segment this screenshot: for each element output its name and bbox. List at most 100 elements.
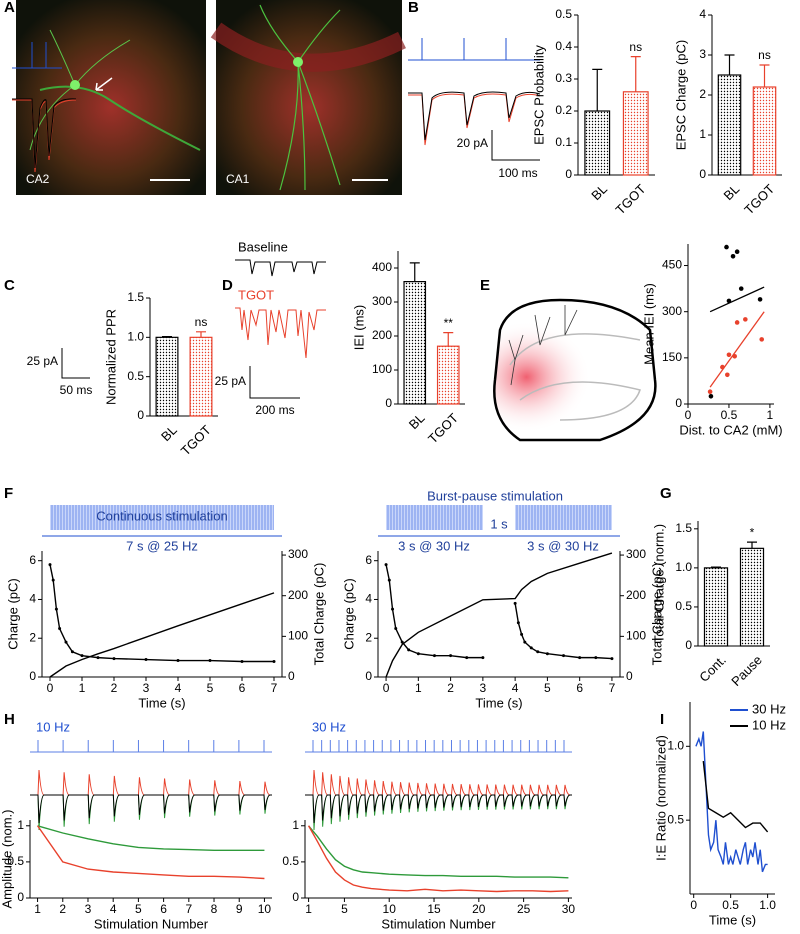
x-tick-label: 3 xyxy=(85,902,92,916)
stim-band xyxy=(50,505,274,530)
soma xyxy=(70,80,80,90)
y-tick-label: 2 xyxy=(29,630,36,644)
panel-label: F xyxy=(4,485,13,502)
series-line xyxy=(695,731,768,873)
chart: 0 0.5 1.0 1.5 Total Charge (norm.) Cont. Pause… xyxy=(651,521,770,689)
scale-label: 25 pA xyxy=(215,374,246,388)
y-tick-label: 1 xyxy=(699,127,706,141)
x-axis-label: Stimulation Number xyxy=(381,916,496,931)
x-tick-label: 5 xyxy=(135,902,142,916)
soma xyxy=(293,57,303,67)
x-tick-label: 0.5 xyxy=(721,408,738,422)
arrow xyxy=(95,77,113,91)
x-tick-label: 1.0 xyxy=(759,898,776,912)
x-tick-label: 2 xyxy=(447,681,454,695)
y-tick-label: 0.5 xyxy=(282,854,299,868)
series-line xyxy=(385,552,613,678)
label: CA2 xyxy=(26,172,50,186)
point xyxy=(757,297,763,302)
error-bar xyxy=(759,64,770,87)
x-tick-label: BL xyxy=(158,422,180,444)
series-line xyxy=(308,825,569,879)
x-tick-label: 1 xyxy=(34,902,41,916)
y-tick-label: 0 xyxy=(565,167,572,181)
annotation: * xyxy=(750,525,755,539)
y-tick-label: 0.5 xyxy=(7,854,24,868)
x-tick-label: Cont. xyxy=(696,652,729,685)
y2-axis-label: Total Charge (pC) xyxy=(649,563,664,666)
point xyxy=(720,364,725,370)
trace xyxy=(408,91,541,141)
series-line xyxy=(49,592,275,678)
y-tick-label: 1.5 xyxy=(675,521,692,535)
error-bar xyxy=(162,335,172,338)
marker xyxy=(465,656,469,660)
y-tick-label: 0 xyxy=(137,408,144,422)
y-tick-label: 4 xyxy=(29,592,36,606)
marker xyxy=(400,640,404,644)
x-tick-label: 6 xyxy=(160,902,167,916)
x-tick-label: 15 xyxy=(427,902,441,916)
x-tick-label: 1 xyxy=(79,681,86,695)
x-tick-label: 7 xyxy=(609,681,616,695)
y-tick-label: 200 xyxy=(372,328,392,342)
point xyxy=(707,389,713,394)
scale-label: 20 pA xyxy=(457,136,488,150)
panel-labels: A B C D E F G H I xyxy=(4,0,672,728)
y-tick-label: 0.3 xyxy=(555,71,572,85)
series-line xyxy=(702,761,769,833)
legend-label: 10 Hz xyxy=(752,717,786,732)
series-line xyxy=(37,825,265,852)
panel-label: B xyxy=(408,0,419,16)
y-tick-label: 300 xyxy=(662,304,682,318)
x-axis-label: Time (s) xyxy=(138,695,185,710)
y-tick-label: 0 xyxy=(699,167,706,181)
marker xyxy=(144,658,148,662)
marker xyxy=(449,654,453,658)
legend-label: 30 Hz xyxy=(752,701,786,716)
chart: 0.51.00 0.5 1.0I:E Ratio (normalized)Time … xyxy=(653,701,786,927)
micrographs: CA2 CA1 xyxy=(16,0,406,195)
bar xyxy=(739,547,765,647)
marker xyxy=(208,659,212,663)
stim-label: Continuous stimulation xyxy=(96,508,228,523)
marker xyxy=(58,627,62,631)
x-axis-label: Stimulation Number xyxy=(94,916,209,931)
x-tick-label: 7 xyxy=(271,681,278,695)
stim-band xyxy=(386,505,483,530)
series-line xyxy=(385,564,612,660)
y-tick-label: 4 xyxy=(365,592,372,606)
y-axis-label: EPSC Probability xyxy=(531,45,546,145)
marker xyxy=(64,640,68,644)
trace xyxy=(305,794,572,824)
y-axis-label: IEI (ms) xyxy=(351,305,366,351)
point xyxy=(732,354,737,359)
series-line xyxy=(307,825,569,893)
scale-bar xyxy=(61,348,90,379)
marker xyxy=(391,607,395,611)
trace-label: TGOT xyxy=(238,287,274,302)
x-tick-label: 25 xyxy=(517,902,531,916)
bar xyxy=(189,336,213,417)
error-bar xyxy=(409,262,420,282)
trace xyxy=(235,307,326,359)
y-tick-label: 0.2 xyxy=(555,103,572,117)
error-bar xyxy=(196,331,206,338)
stim-label: 7 s @ 25 Hz xyxy=(126,538,198,553)
y-tick-label: 1.0 xyxy=(667,738,684,752)
panel-label: I xyxy=(660,711,664,728)
x-axis-label: Time (s) xyxy=(709,912,756,927)
x-tick-label: 5 xyxy=(341,902,348,916)
x-tick-label: 4 xyxy=(110,902,117,916)
y-tick-label: 0 xyxy=(385,396,392,410)
chart: 0 0.1 0.2 0.3 0.4 0.5 EPSC Probability BL TGOT ns xyxy=(531,7,655,217)
y-tick-label: 0.5 xyxy=(555,7,572,21)
marker xyxy=(416,652,420,656)
marker xyxy=(610,657,614,661)
point xyxy=(708,394,714,399)
marker xyxy=(536,650,540,654)
